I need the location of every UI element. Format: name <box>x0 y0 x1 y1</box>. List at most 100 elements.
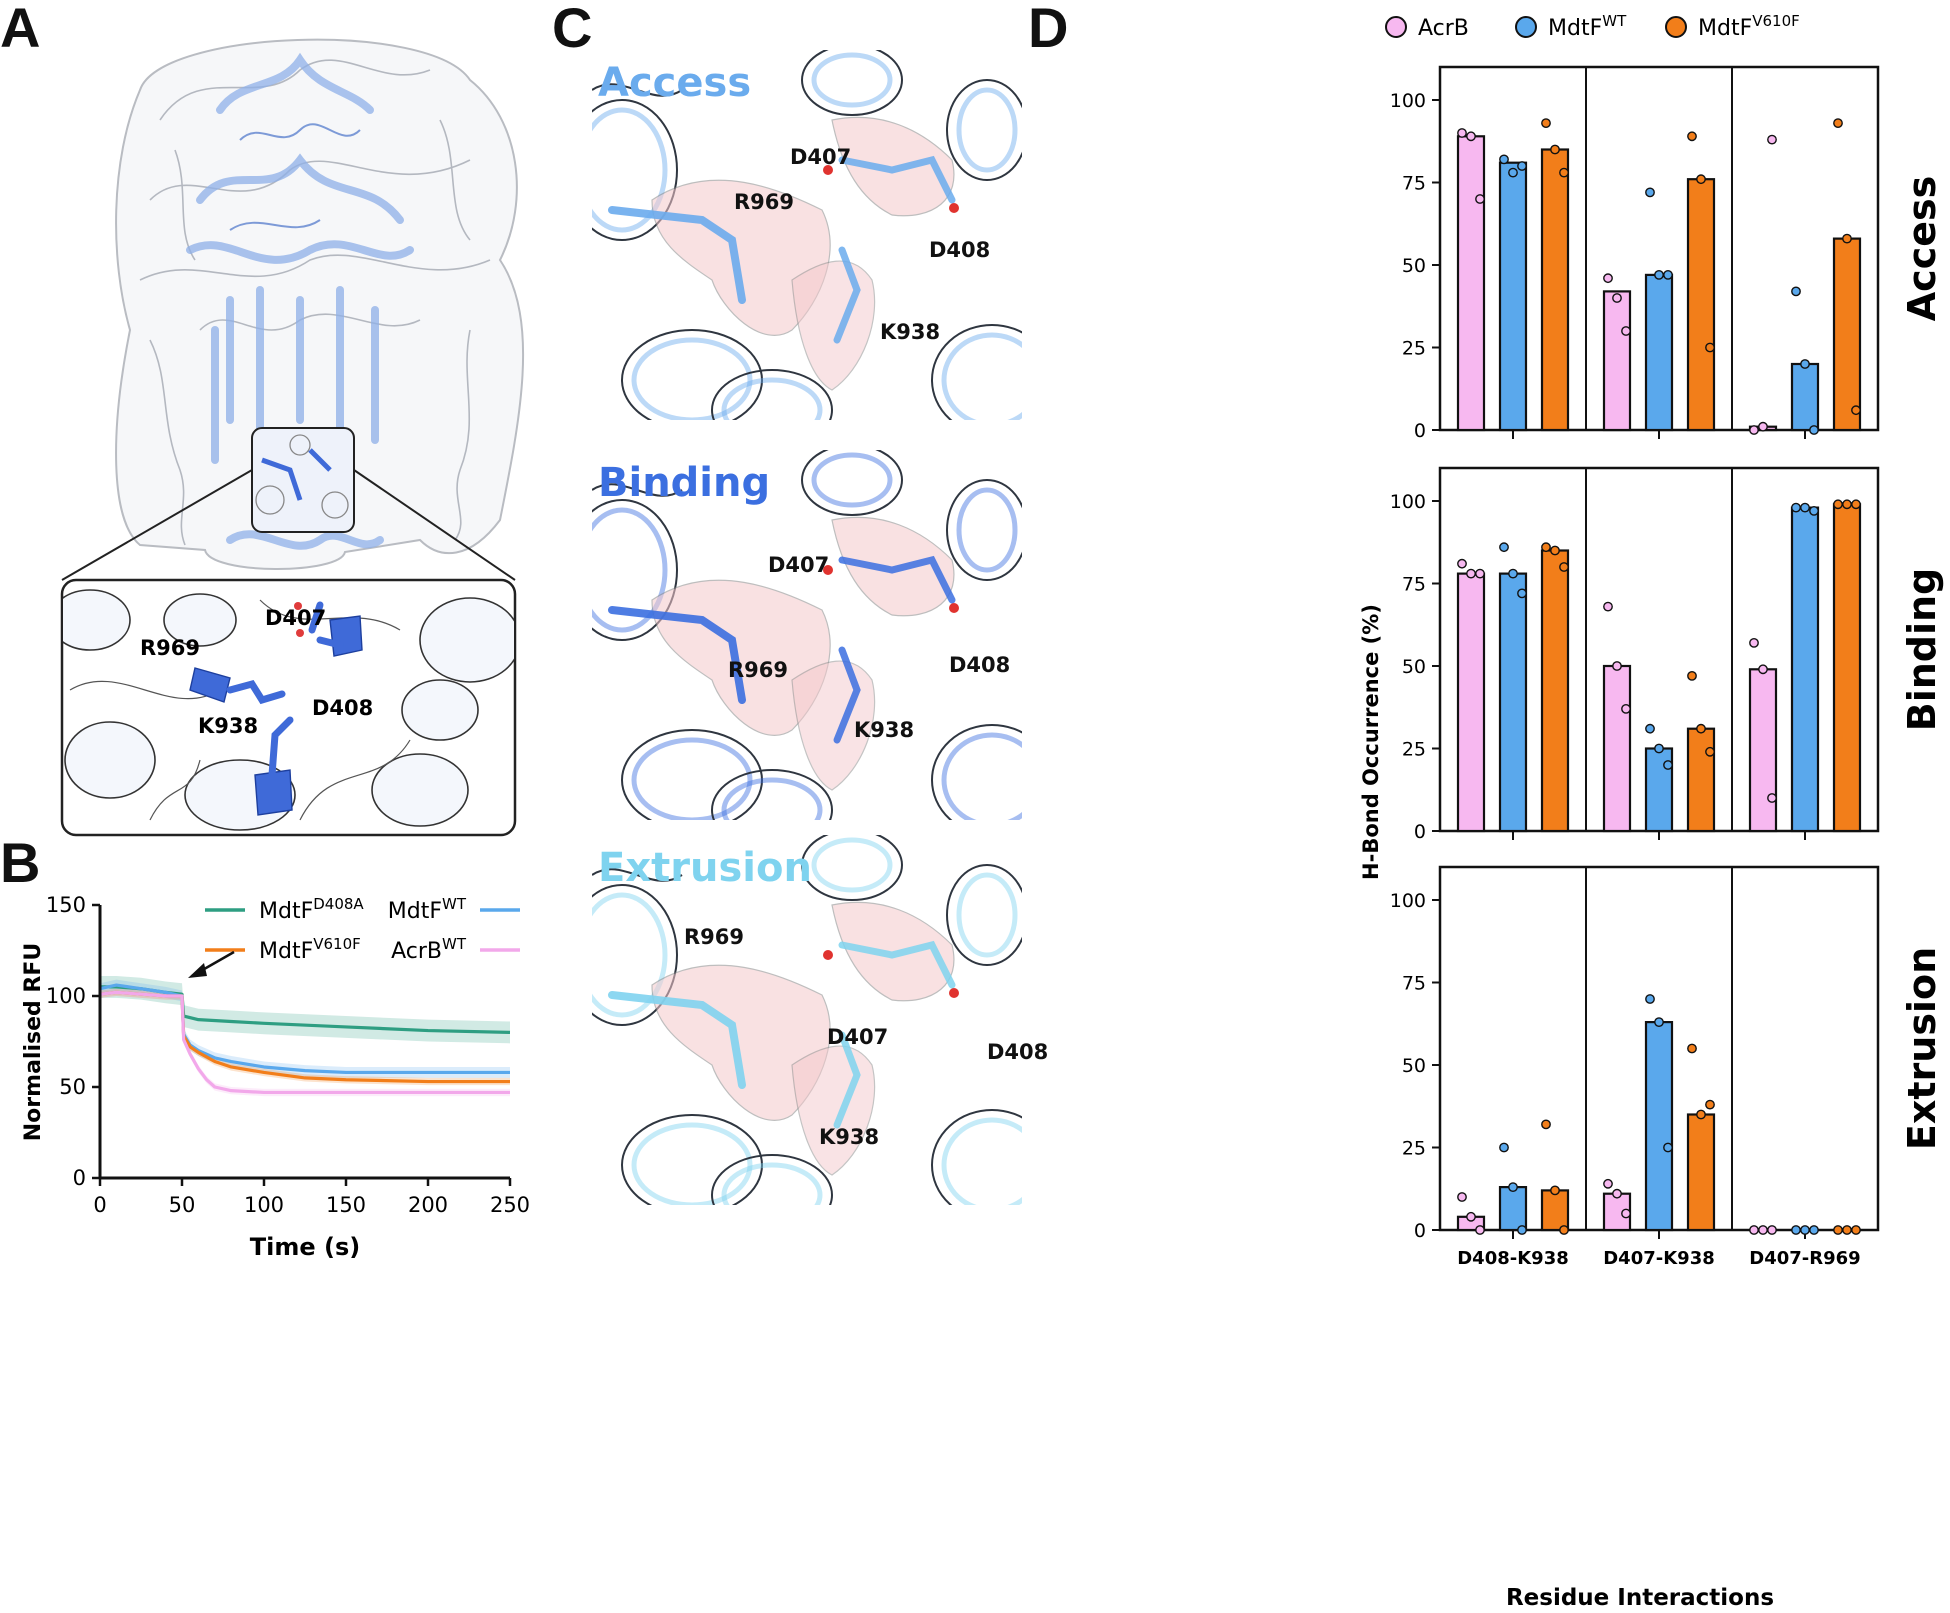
panel-label-b: B <box>0 831 41 894</box>
legend-label: AcrB <box>1418 16 1469 41</box>
y-tick-label: 100 <box>1390 890 1426 912</box>
residue-label: D407 <box>827 1025 889 1049</box>
bar <box>1686 727 1716 833</box>
y-tick-label: 75 <box>1402 173 1426 195</box>
zoom-residue-d407: D407 <box>265 606 326 630</box>
legend-label: MdtFV610F <box>1698 12 1800 41</box>
replicate-point <box>1517 1225 1527 1235</box>
bar-chart-row-access: 0 25 50 75 100 Access <box>1390 65 1944 442</box>
zoom-residue-d408: D408 <box>312 696 373 720</box>
y-tick-label: 75 <box>1402 574 1426 596</box>
replicate-point <box>1696 174 1706 185</box>
state-structure-art <box>592 835 1022 1205</box>
category-label: D407-K938 <box>1603 1248 1715 1269</box>
residue-label: D408 <box>949 653 1011 677</box>
replicate-point <box>1705 342 1715 353</box>
replicate-point <box>1654 269 1664 280</box>
replicate-point <box>1550 144 1560 155</box>
replicate-point <box>1791 1225 1801 1235</box>
residue-label: K938 <box>854 718 915 742</box>
bar <box>1498 1185 1528 1232</box>
replicate-point <box>1457 128 1467 138</box>
bar <box>1540 148 1570 432</box>
replicate-point <box>1800 1225 1810 1235</box>
category-label: D408-K938 <box>1457 1248 1569 1269</box>
protein-structure-illustration: R969 D407 K938 D408 <box>60 38 525 837</box>
replicate-point <box>1508 167 1518 178</box>
b-y-tick-label: 0 <box>73 1166 86 1190</box>
replicate-point <box>1550 545 1560 556</box>
b-x-tick-label: 150 <box>326 1193 366 1217</box>
b-y-tick-label: 100 <box>46 984 86 1008</box>
panel-label-c: C <box>552 0 593 59</box>
y-tick-label: 100 <box>1390 90 1426 112</box>
rfu-line-chart: 0 50 100 150 200 250 0 50 100 150 MdtFD408A MdtFWT… <box>21 893 530 1261</box>
legend-label: MdtFWT <box>1548 12 1627 41</box>
y-tick-label: 50 <box>1402 1055 1426 1077</box>
legend-label: AcrBWT <box>391 935 467 964</box>
replicate-point <box>1654 743 1664 754</box>
replicate-point <box>1696 1109 1706 1120</box>
category-label: D407-R969 <box>1749 1248 1860 1269</box>
y-tick-label: 0 <box>1414 1220 1426 1242</box>
replicate-point <box>1499 542 1509 553</box>
bar-chart-row-extrusion: 0 25 50 75 100 D408-K938 D407-K938 D407-R969 Ext… <box>1390 865 1944 1269</box>
replicate-point <box>1645 994 1655 1004</box>
b-x-tick-label: 200 <box>408 1193 448 1217</box>
replicate-point <box>1791 286 1801 297</box>
replicate-point <box>1621 704 1631 714</box>
state-title-binding: Binding <box>598 460 771 506</box>
replicate-point <box>1645 187 1655 198</box>
y-tick-label: 25 <box>1402 739 1426 761</box>
replicate-point <box>1758 1225 1768 1235</box>
replicate-point <box>1687 131 1697 142</box>
residue-label: R969 <box>734 190 795 214</box>
hbond-bar-charts: AcrB MdtFWT MdtFV610F 0 25 50 75 100 Access 0 25 5… <box>1359 12 1944 1611</box>
replicate-point <box>1767 1225 1777 1235</box>
legend-label: MdtFV610F <box>259 935 361 964</box>
y-tick-label: 50 <box>1402 255 1426 277</box>
residue-label: D408 <box>929 238 991 262</box>
replicate-point <box>1466 568 1476 579</box>
panel-c-structures: Access D407 R969 D408 K938 Binding D407 R969 D40… <box>592 50 1048 1430</box>
bar <box>1602 290 1632 432</box>
y-tick-label: 50 <box>1402 656 1426 678</box>
replicate-point <box>1603 601 1613 612</box>
bar <box>1602 664 1632 833</box>
series-line-3 <box>99 990 510 1095</box>
replicate-point <box>1800 359 1810 369</box>
replicate-point <box>1809 1225 1819 1235</box>
panel-label-a: A <box>0 0 41 59</box>
replicate-point <box>1603 1178 1613 1189</box>
replicate-point <box>1559 1225 1569 1235</box>
replicate-point <box>1517 588 1527 599</box>
step-arrow-head <box>188 963 207 978</box>
replicate-point <box>1809 505 1819 516</box>
replicate-point <box>1475 1225 1485 1235</box>
replicate-point <box>1758 664 1768 675</box>
replicate-point <box>1466 131 1476 142</box>
replicate-point <box>1475 194 1485 204</box>
bar <box>1540 1189 1570 1232</box>
residue-label: D408 <box>987 1040 1049 1064</box>
x-axis-title: Time (s) <box>250 1233 360 1261</box>
legend-marker <box>1385 16 1407 38</box>
replicate-point <box>1851 499 1861 510</box>
replicate-point <box>1499 1142 1509 1153</box>
b-x-tick-label: 250 <box>490 1193 530 1217</box>
b-y-tick-label: 150 <box>46 893 86 917</box>
replicate-point <box>1508 1182 1518 1193</box>
replicate-point <box>1767 134 1777 145</box>
replicate-point <box>1749 638 1759 648</box>
replicate-point <box>1800 502 1810 513</box>
replicate-point <box>1758 421 1768 432</box>
y-tick-label: 25 <box>1402 338 1426 360</box>
replicate-point <box>1559 562 1569 572</box>
d-x-axis-title: Residue Interactions <box>1506 1585 1774 1611</box>
y-axis-title: Normalised RFU <box>21 943 46 1141</box>
b-x-tick-label: 100 <box>244 1193 284 1217</box>
replicate-point <box>1541 542 1551 553</box>
bar <box>1832 237 1862 432</box>
bar <box>1790 362 1820 432</box>
state-snapshot-extrusion <box>592 835 1022 1205</box>
